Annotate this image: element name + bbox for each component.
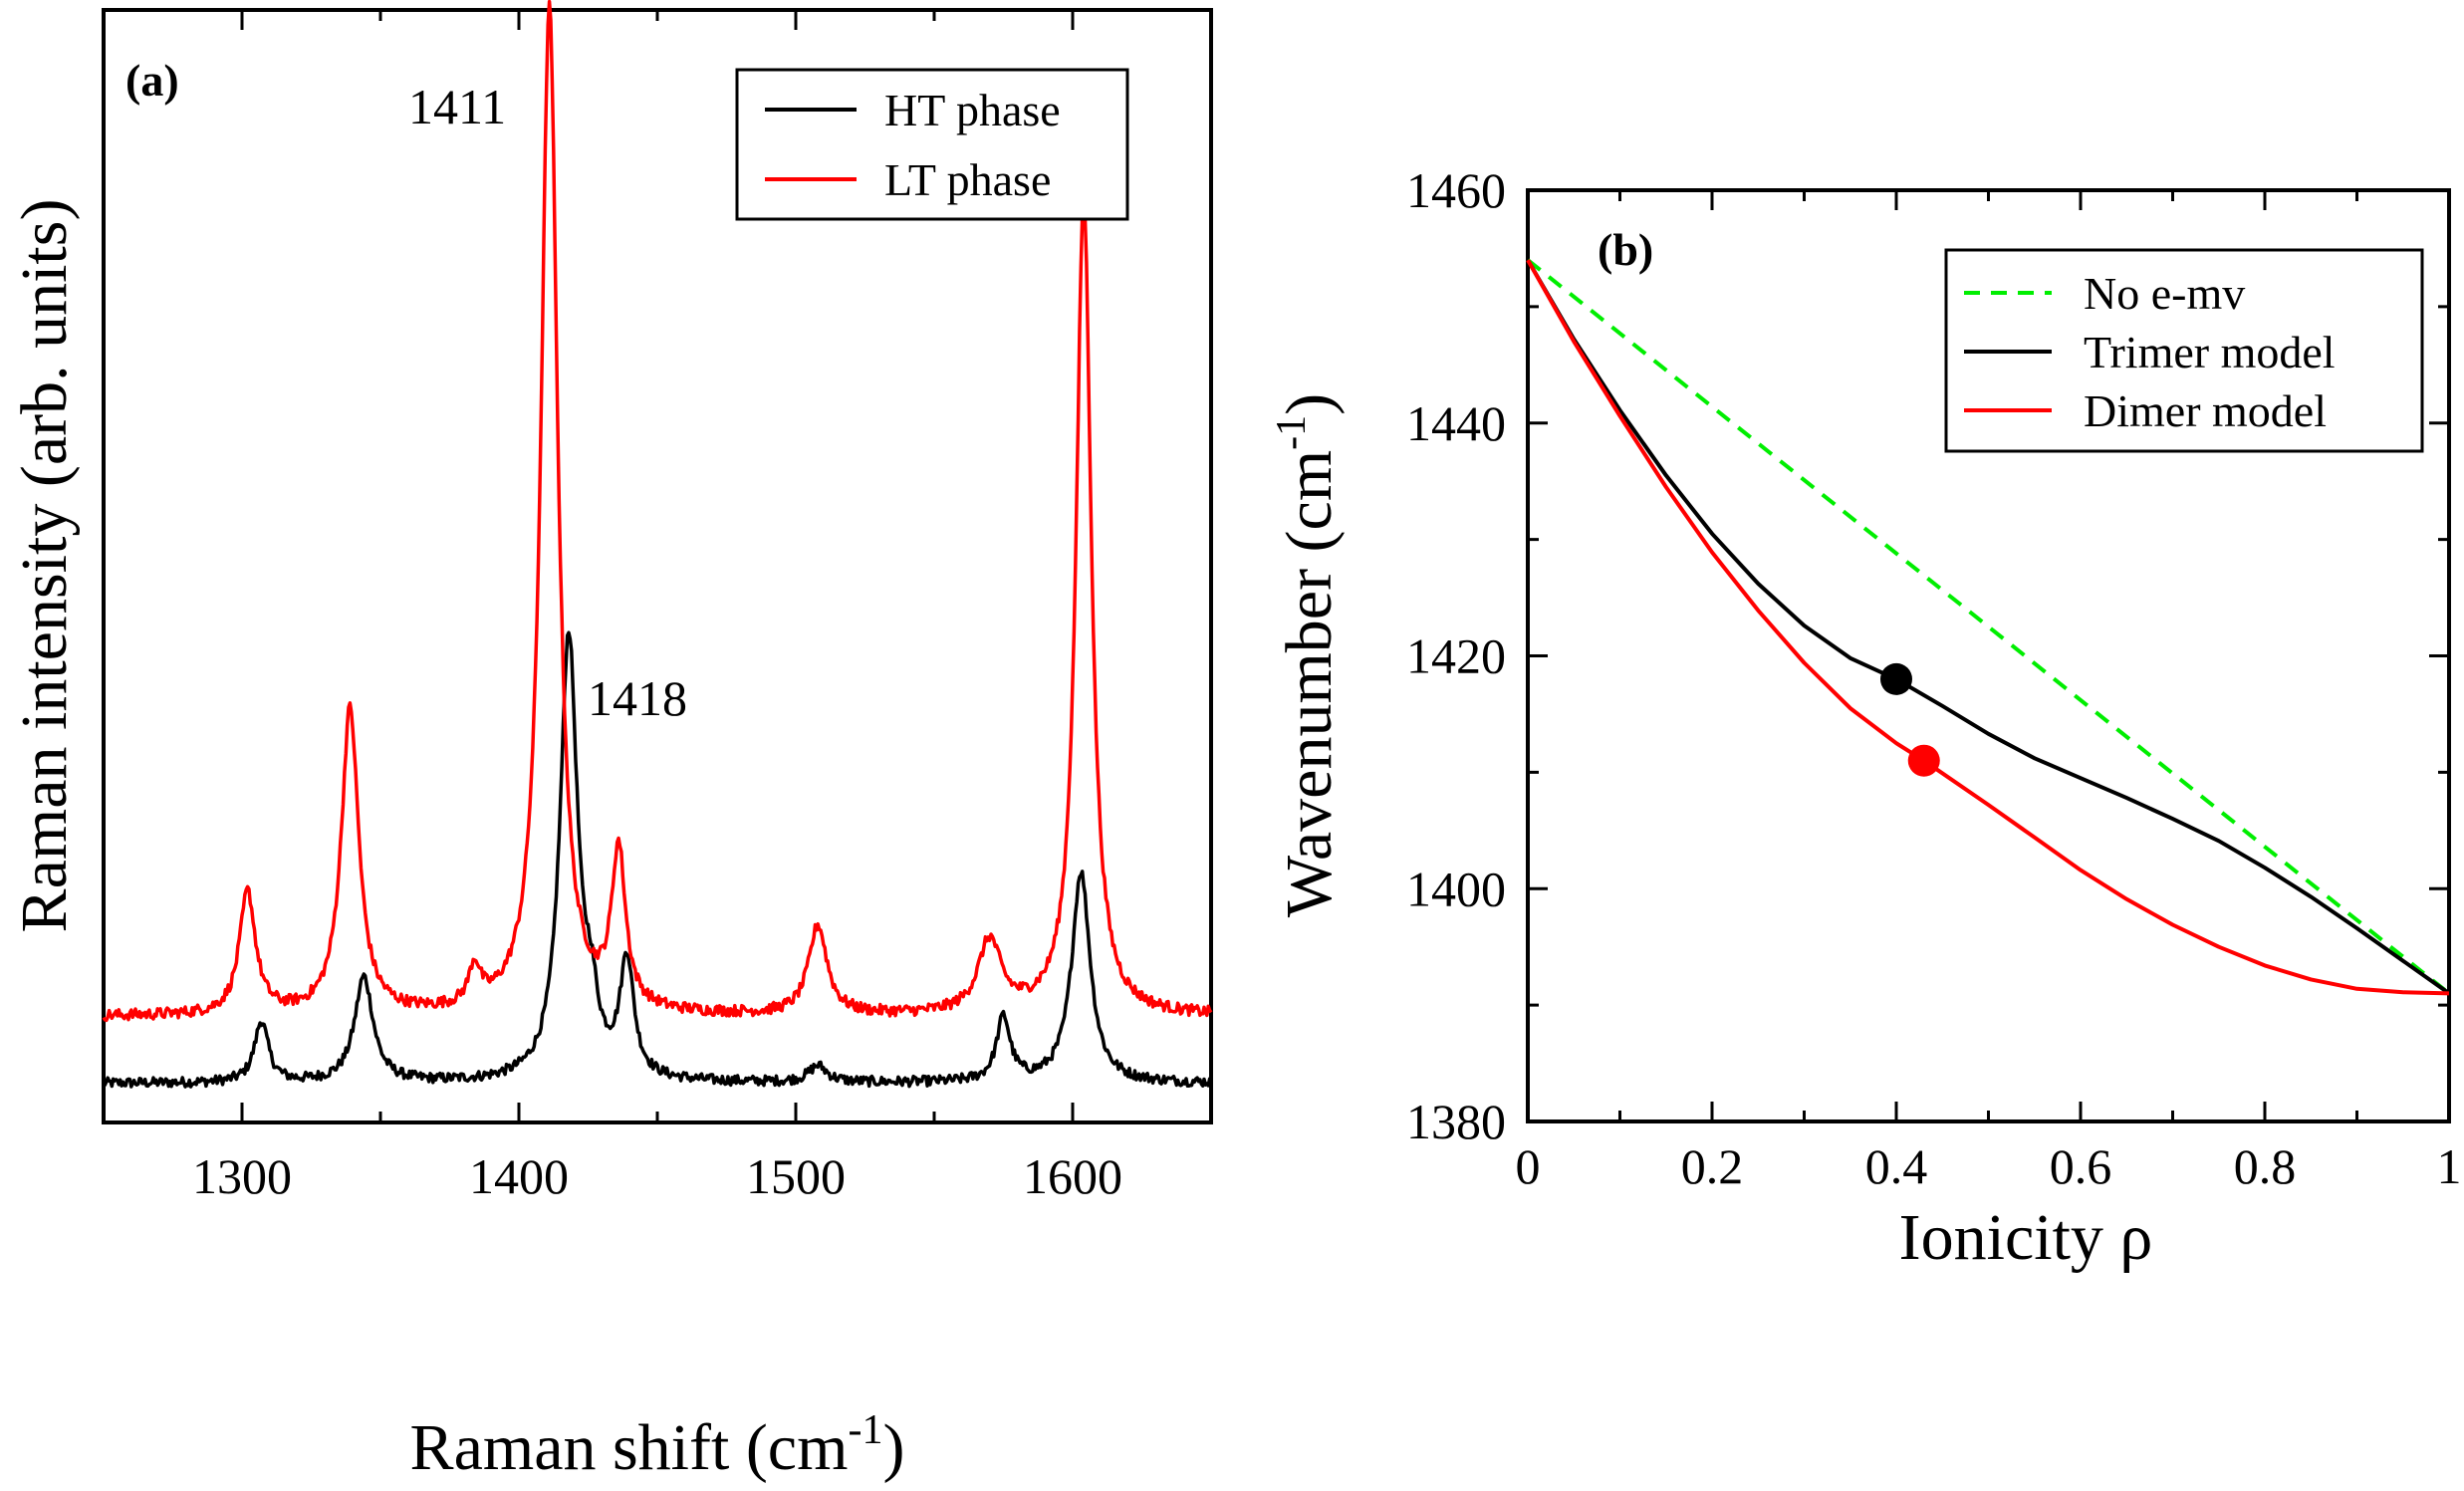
x-tick-label-b: 1: [2437, 1138, 2462, 1194]
legend-box-a: [735, 68, 1129, 221]
panel-b: 0 0.2 0.4 0.6 0.8 1 1380 1400 1420 1440 1460 (b) N…: [1269, 162, 2462, 1274]
x-tick-label-b: 0.6: [2050, 1138, 2112, 1194]
x-axis-label-a: Raman shift (cm-1): [410, 1407, 905, 1484]
legend-label-trimer: Trimer model: [2084, 327, 2336, 377]
peak-annotation-1411: 1411: [408, 79, 506, 134]
x-tick-label-a: 1300: [192, 1148, 292, 1204]
series-no-e-mv: [1526, 258, 2451, 995]
y-tick-label-b: 1400: [1406, 861, 1506, 916]
x-tick-label-a: 1500: [746, 1148, 846, 1204]
x-tick-label-b: 0: [1516, 1138, 1541, 1194]
markers-b: [1880, 662, 1940, 777]
y-axis-label-a: Raman intensity (arb. units): [8, 199, 81, 933]
legend-label-no-emv: No e-mv: [2084, 268, 2245, 319]
ticks-b: 0 0.2 0.4 0.6 0.8 1 1380 1400 1420 1440 1460: [1406, 162, 2462, 1194]
peak-annotation-1418: 1418: [588, 670, 687, 726]
series-dimer-model: [1526, 259, 2450, 996]
legend-label-lt: LT phase: [884, 154, 1051, 205]
x-axis-label-b: Ionicity ρ: [1899, 1201, 2153, 1274]
x-tick-label-b: 0.8: [2234, 1138, 2297, 1194]
y-tick-label-b: 1380: [1406, 1094, 1506, 1149]
x-ticks-a: 1300 1400 1500 1600: [102, 10, 1213, 1204]
y-tick-label-b: 1420: [1406, 628, 1506, 684]
y-tick-label-b: 1460: [1406, 162, 1506, 218]
panel-a: 1300 1400 1500 1600 (a) HT phase LT phase 1…: [8, 0, 1213, 1484]
panel-label-b: (b): [1598, 224, 1653, 275]
legend-label-ht: HT phase: [884, 85, 1061, 135]
y-tick-label-b: 1440: [1406, 395, 1506, 451]
legend-a: HT phase LT phase: [735, 68, 1129, 221]
y-axis-label-b: Wavenumber (cm-1): [1269, 393, 1346, 917]
series-group-a: [102, 0, 1213, 1089]
x-tick-label-a: 1400: [469, 1148, 569, 1204]
series-lt-phase: [102, 0, 1213, 1023]
series-ht-phase: [102, 630, 1213, 1089]
series-group-b: [1526, 258, 2451, 996]
legend-label-dimer: Dimer model: [2084, 385, 2327, 436]
x-tick-label-b: 0.2: [1681, 1138, 1744, 1194]
panel-label-a: (a): [125, 55, 179, 106]
legend-b: No e-mv Trimer model Dimer model: [1944, 248, 2424, 453]
data-point-marker: [1907, 744, 1940, 777]
x-tick-label-b: 0.4: [1865, 1138, 1928, 1194]
series-trimer-model: [1526, 259, 2451, 996]
x-tick-label-a: 1600: [1023, 1148, 1122, 1204]
data-point-marker: [1880, 662, 1912, 695]
